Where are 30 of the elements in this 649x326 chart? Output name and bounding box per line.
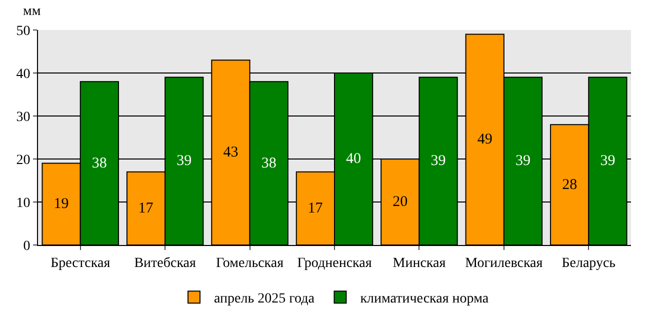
data-label: 39 bbox=[515, 153, 530, 170]
x-tick-label: Беларусь bbox=[562, 256, 616, 271]
data-label: 38 bbox=[92, 155, 107, 172]
y-tick-label: 40 bbox=[16, 66, 30, 82]
x-tick-label: Минская bbox=[392, 256, 446, 271]
data-label: 49 bbox=[477, 132, 492, 148]
x-tick-label: Могилевская bbox=[465, 256, 544, 271]
data-label: 43 bbox=[223, 144, 238, 161]
x-tick-label: Гомельская bbox=[216, 256, 284, 271]
legend-label: климатическая норма bbox=[360, 292, 490, 307]
data-label: 17 bbox=[308, 200, 324, 216]
data-label: 20 bbox=[392, 194, 408, 210]
data-label: 40 bbox=[346, 151, 362, 167]
data-label: 19 bbox=[54, 196, 69, 212]
data-label: 38 bbox=[261, 155, 276, 172]
y-tick-label: 20 bbox=[16, 152, 30, 168]
y-tick-label: 30 bbox=[16, 110, 30, 125]
x-tick-label: Брестская bbox=[50, 256, 111, 271]
y-tick-label: 0 bbox=[23, 238, 30, 254]
x-tick-label: Гродненская bbox=[297, 256, 372, 271]
data-label: 39 bbox=[600, 153, 616, 170]
x-tick-label: Витебская bbox=[134, 256, 196, 271]
y-axis-title: мм bbox=[23, 4, 41, 19]
data-label: 17 bbox=[138, 200, 154, 216]
data-label: 39 bbox=[176, 153, 192, 170]
y-tick-label: 10 bbox=[16, 196, 30, 211]
y-tick-label: 50 bbox=[16, 24, 30, 39]
data-label: 28 bbox=[562, 176, 578, 193]
legend-label: апрель 2025 года bbox=[214, 292, 316, 307]
data-label: 39 bbox=[430, 153, 446, 170]
